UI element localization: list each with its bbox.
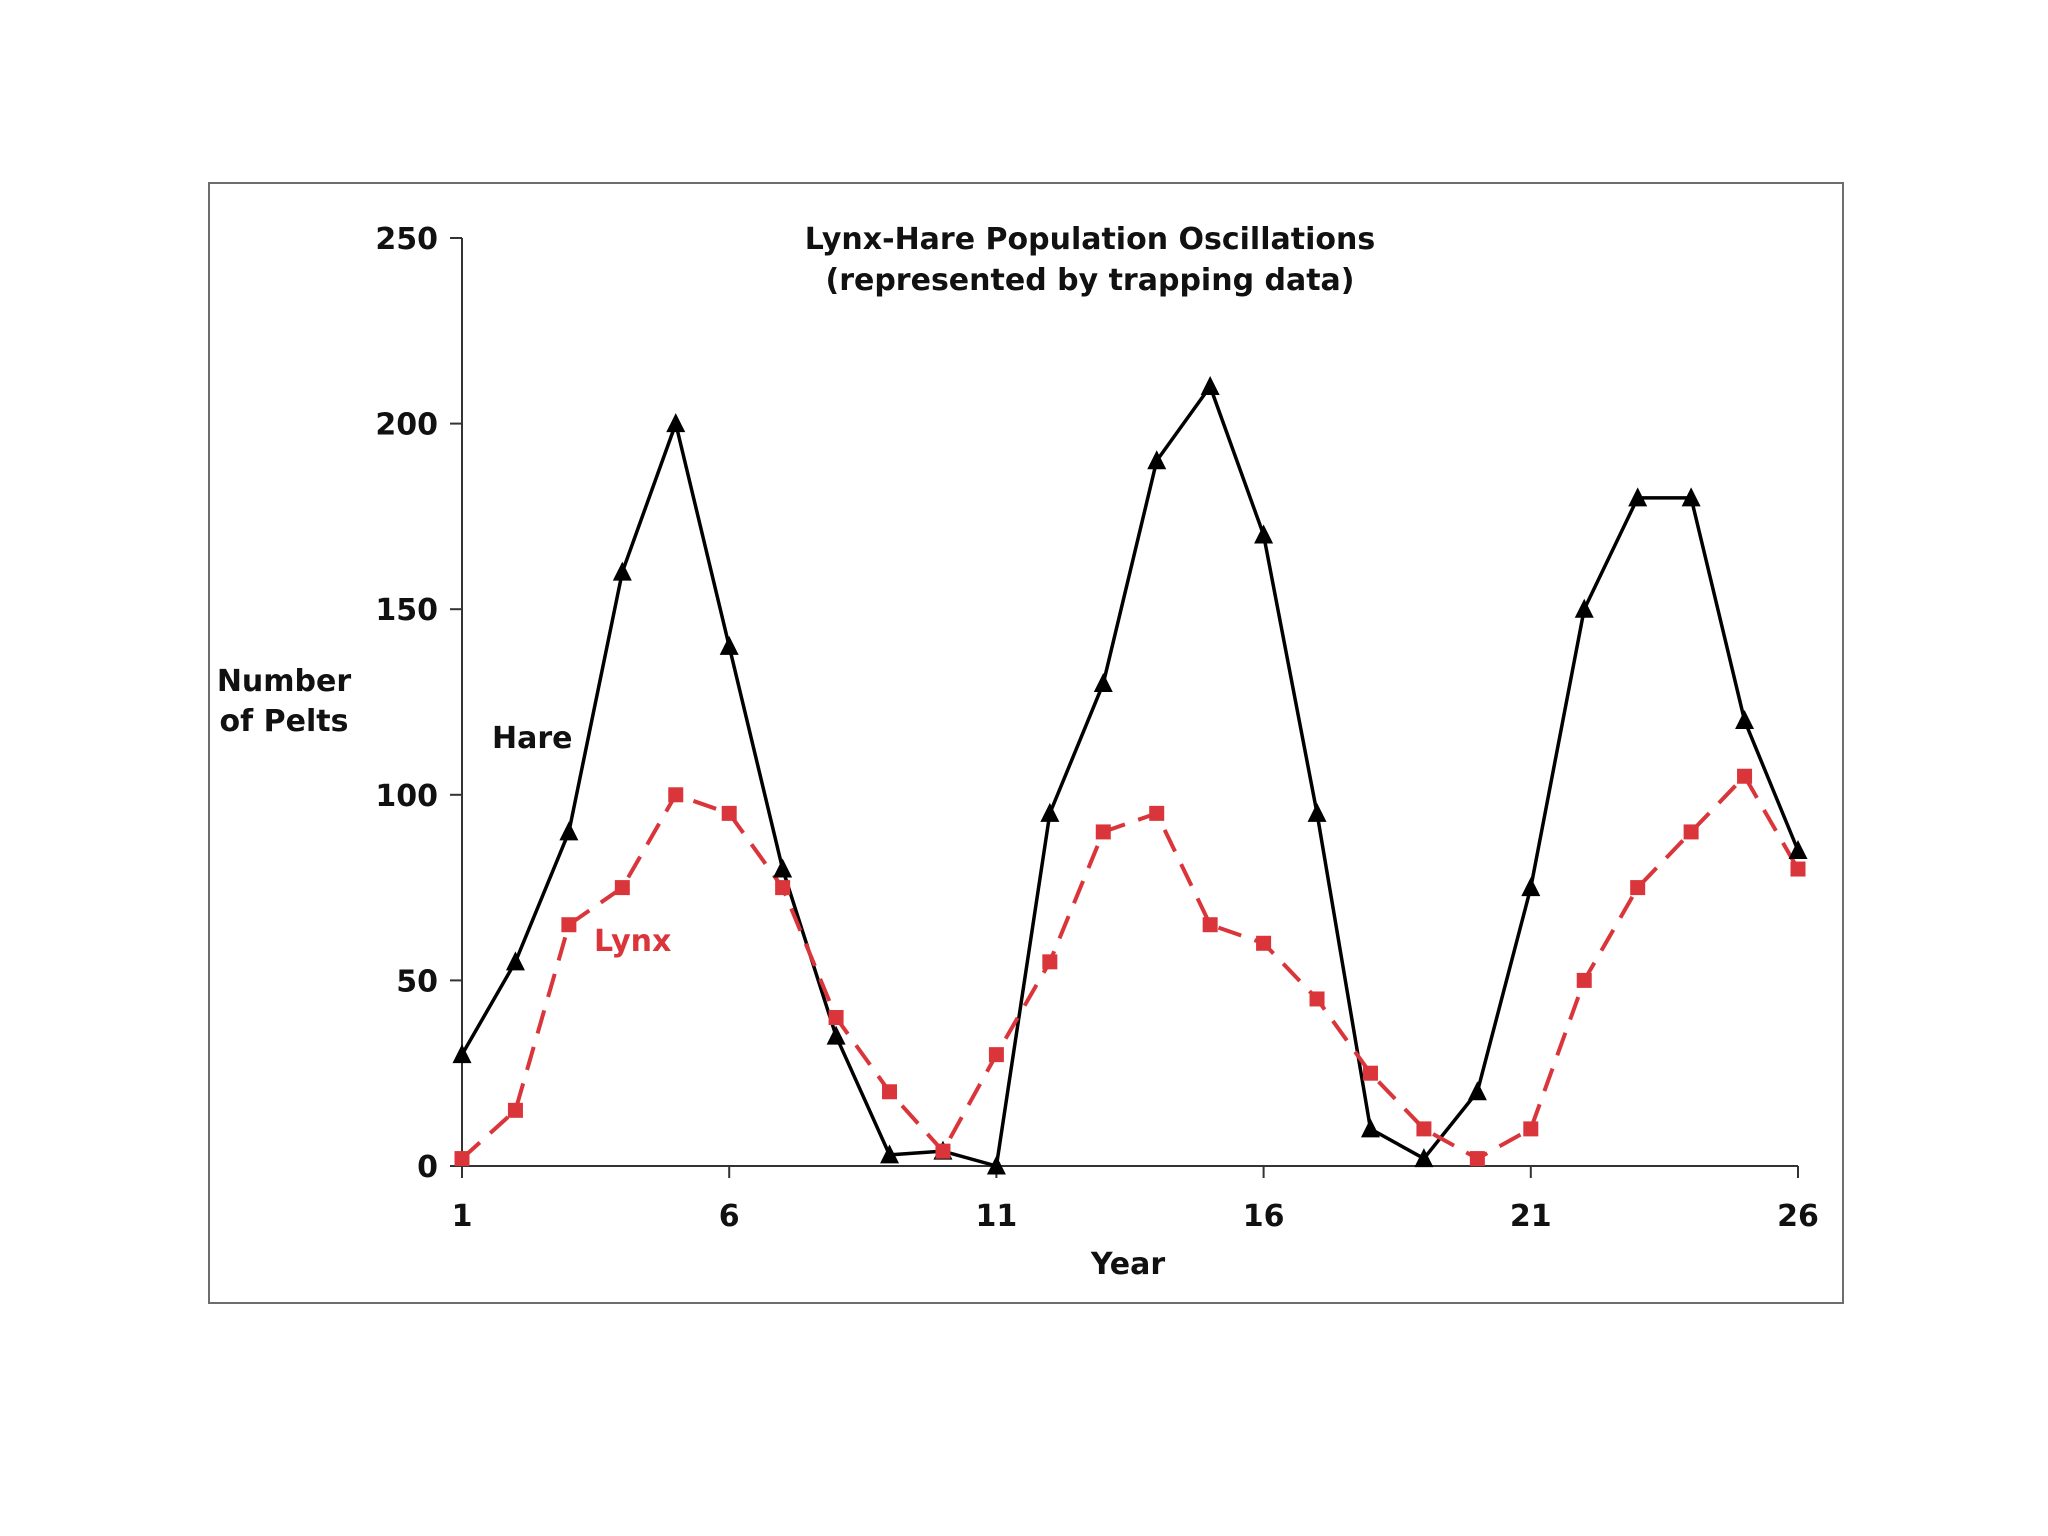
data-point-hare — [612, 561, 632, 581]
data-point-hare — [719, 635, 739, 655]
data-point-lynx — [614, 880, 630, 896]
data-point-hare — [1521, 877, 1541, 897]
data-point-lynx — [1202, 917, 1218, 933]
y-tick-label: 250 — [375, 222, 438, 257]
data-point-hare — [1788, 839, 1808, 859]
y-tick-label: 50 — [396, 964, 438, 999]
data-point-lynx — [1790, 861, 1806, 877]
chart-subtitle: (represented by trapping data) — [825, 263, 1354, 298]
data-point-hare — [1254, 524, 1274, 544]
data-point-hare — [773, 858, 793, 878]
data-point-lynx — [1362, 1065, 1378, 1081]
y-tick-label: 150 — [375, 593, 438, 628]
data-point-lynx — [668, 787, 684, 803]
y-axis-title-line-2: of Pelts — [220, 704, 349, 739]
data-point-hare — [880, 1144, 900, 1164]
y-tick-label: 100 — [375, 779, 438, 814]
data-point-lynx — [1737, 768, 1753, 784]
x-tick-label: 1 — [452, 1199, 473, 1234]
series-label-lynx: Lynx — [594, 924, 671, 959]
data-point-lynx — [882, 1084, 898, 1100]
data-point-hare — [1307, 802, 1327, 822]
data-point-hare — [1093, 672, 1113, 692]
series-label-hare: Hare — [492, 721, 573, 756]
data-point-hare — [1735, 710, 1755, 730]
data-point-lynx — [1683, 824, 1699, 840]
data-point-lynx — [988, 1047, 1004, 1063]
data-point-lynx — [1469, 1151, 1485, 1167]
data-point-hare — [986, 1155, 1006, 1175]
data-point-lynx — [1523, 1121, 1539, 1137]
data-point-lynx — [1149, 805, 1165, 821]
data-point-hare — [1360, 1118, 1380, 1138]
y-axis-title-line-1: Number — [217, 664, 352, 699]
series-line-lynx — [460, 774, 1800, 1161]
data-point-lynx — [775, 880, 791, 896]
data-point-lynx — [1576, 972, 1592, 988]
data-point-lynx — [1309, 991, 1325, 1007]
data-point-hare — [666, 413, 686, 433]
data-point-lynx — [507, 1102, 523, 1118]
x-axis-title: Year — [1090, 1247, 1166, 1282]
x-tick-label: 11 — [976, 1199, 1018, 1234]
chart-title: Lynx-Hare Population Oscillations — [805, 222, 1375, 257]
data-point-hare — [1147, 450, 1167, 470]
data-point-hare — [1467, 1081, 1487, 1101]
data-point-lynx — [828, 1010, 844, 1026]
data-point-hare — [452, 1044, 472, 1064]
data-point-lynx — [1630, 880, 1646, 896]
data-point-lynx — [561, 917, 577, 933]
x-tick-label: 21 — [1510, 1199, 1552, 1234]
data-point-hare — [559, 821, 579, 841]
data-point-hare — [1040, 802, 1060, 822]
data-point-hare — [826, 1025, 846, 1045]
data-point-hare — [1200, 375, 1220, 395]
x-tick-label: 16 — [1243, 1199, 1285, 1234]
y-tick-label: 200 — [375, 408, 438, 443]
data-point-lynx — [454, 1151, 470, 1167]
data-point-lynx — [935, 1143, 951, 1159]
x-tick-label: 6 — [719, 1199, 740, 1234]
data-point-lynx — [721, 805, 737, 821]
x-tick-label: 26 — [1777, 1199, 1819, 1234]
data-point-lynx — [1042, 954, 1058, 970]
data-point-lynx — [1095, 824, 1111, 840]
series-line-hare — [460, 384, 1800, 1168]
chart-frame: 0 50 100 150 200 250 1 6 11 16 21 26 Lynx-Hare Popu… — [208, 182, 1844, 1304]
data-point-hare — [1681, 487, 1701, 507]
data-point-lynx — [1256, 935, 1272, 951]
data-point-hare — [505, 951, 525, 971]
data-point-hare — [1574, 598, 1594, 618]
data-point-lynx — [1416, 1121, 1432, 1137]
data-point-hare — [1628, 487, 1648, 507]
y-tick-label: 0 — [417, 1150, 438, 1185]
data-point-hare — [1414, 1148, 1434, 1168]
